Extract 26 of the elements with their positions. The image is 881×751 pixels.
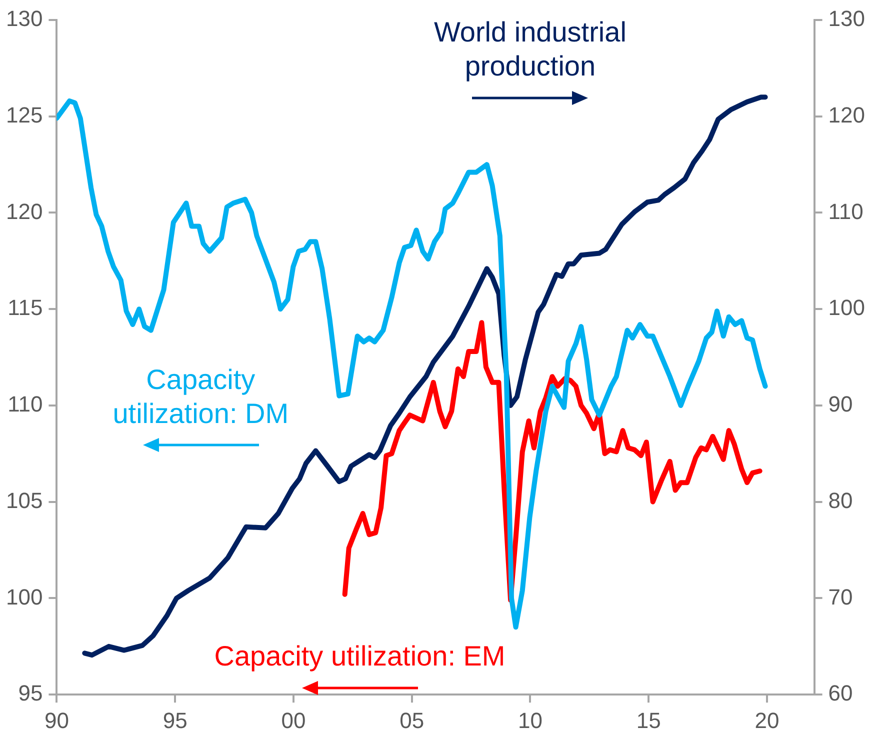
y-tick-label: 120	[6, 198, 43, 224]
y2-tick-label: 130	[828, 6, 866, 32]
text: World industrial production	[434, 16, 626, 82]
y2-tick-label: 80	[828, 488, 853, 513]
x-tick-label: 00	[281, 708, 306, 733]
series-label: Capacity utilization: EM	[214, 640, 506, 672]
y-tick-label: 95	[18, 680, 43, 706]
y2-tick-label: 90	[828, 392, 853, 417]
y2-tick-label: 70	[828, 584, 853, 610]
x-tick-label: 05	[400, 708, 424, 733]
series-label: Capacity utilization: DM	[112, 364, 289, 430]
y-tick-label: 130	[6, 6, 43, 32]
x-tick-label: 10	[518, 708, 542, 733]
y-tick-label: 100	[6, 584, 43, 610]
x-tick-label: 20	[754, 708, 780, 733]
y2-tick-label: 100	[828, 295, 866, 320]
y2-tick-label: 120	[828, 102, 866, 128]
y-tick-label: 125	[6, 102, 43, 128]
y2-tick-label: 60	[828, 680, 853, 706]
x-tick-label: 90	[44, 708, 69, 733]
y2-tick-label: 110	[828, 198, 864, 224]
y-tick-label: 115	[8, 295, 43, 320]
y-tick-label: 105	[6, 488, 43, 513]
x-tick-label: 15	[636, 708, 661, 733]
x-tick-label: 95	[162, 708, 188, 733]
y-tick-label: 110	[8, 392, 43, 417]
